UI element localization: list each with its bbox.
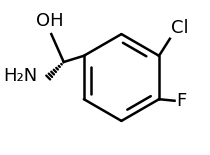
Text: F: F bbox=[176, 92, 186, 110]
Text: H₂N: H₂N bbox=[3, 67, 37, 85]
Text: OH: OH bbox=[36, 12, 64, 30]
Text: Cl: Cl bbox=[171, 19, 188, 37]
